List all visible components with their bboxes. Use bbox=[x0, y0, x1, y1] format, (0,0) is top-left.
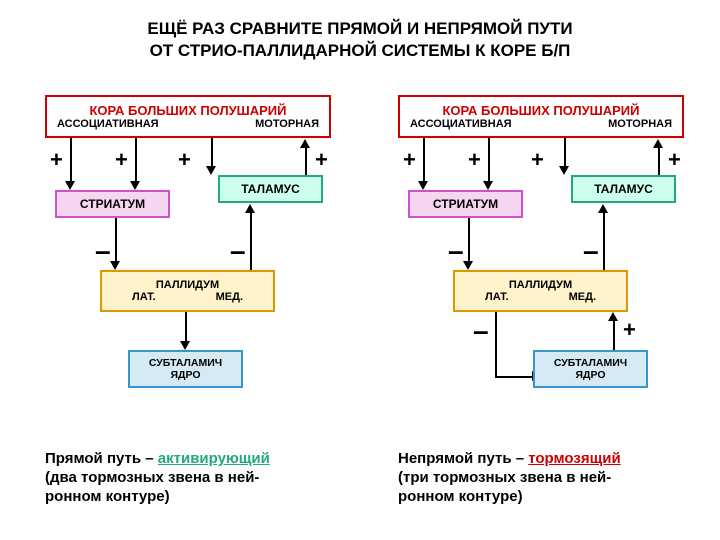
arrow-cortex-thalamus-down bbox=[211, 138, 213, 167]
box-subthalamic: СУБТАЛАМИЧ ЯДРО bbox=[128, 350, 243, 388]
cortex-motor: МОТОРНАЯ bbox=[608, 118, 672, 130]
subthal-line1: СУБТАЛАМИЧ bbox=[535, 357, 646, 369]
cortex-row: АССОЦИАТИВНАЯ МОТОРНАЯ bbox=[400, 118, 682, 133]
caption-left-post2: ронном контуре) bbox=[45, 488, 170, 505]
arrow-striatum-pallidum bbox=[115, 218, 117, 262]
cortex-assoc: АССОЦИАТИВНАЯ bbox=[57, 118, 159, 130]
cortex-assoc: АССОЦИАТИВНАЯ bbox=[410, 118, 512, 130]
caption-left-post1: (два тормозных звена в ней- bbox=[45, 469, 259, 486]
arrowhead bbox=[463, 261, 473, 270]
arrow-cortex-striatum-1 bbox=[423, 138, 425, 182]
title-line1: ЕЩЁ РАЗ СРАВНИТЕ ПРЯМОЙ И НЕПРЯМОЙ ПУТИ bbox=[0, 18, 720, 40]
pallidum-title: ПАЛЛИДУМ bbox=[102, 277, 273, 291]
caption-indirect: Непрямой путь – тормозящий (три тормозны… bbox=[398, 450, 708, 506]
caption-left-pre: Прямой путь – bbox=[45, 450, 158, 467]
caption-direct: Прямой путь – активирующий (два тормозны… bbox=[45, 450, 355, 506]
caption-right-post2: ронном контуре) bbox=[398, 488, 523, 505]
arrowhead bbox=[418, 181, 428, 190]
arrow-pallidum-thalamus bbox=[250, 212, 252, 270]
sign-plus: + bbox=[403, 147, 416, 173]
box-thalamus: ТАЛАМУС bbox=[218, 175, 323, 203]
sign-plus: + bbox=[623, 317, 636, 343]
arrow-striatum-pallidum bbox=[468, 218, 470, 262]
sign-plus: + bbox=[178, 147, 191, 173]
arrowhead bbox=[483, 181, 493, 190]
box-cortex: КОРА БОЛЬШИХ ПОЛУШАРИЙ АССОЦИАТИВНАЯ МОТ… bbox=[398, 95, 684, 138]
arrowhead bbox=[110, 261, 120, 270]
arrow-thalamus-cortex-up bbox=[658, 147, 660, 176]
arrow-pallidum-thalamus bbox=[603, 212, 605, 270]
box-thalamus: ТАЛАМУС bbox=[571, 175, 676, 203]
caption-right-pre: Непрямой путь – bbox=[398, 450, 528, 467]
arrow-cortex-striatum-2 bbox=[488, 138, 490, 182]
sign-plus: + bbox=[50, 147, 63, 173]
box-pallidum: ПАЛЛИДУМ ЛАТ. МЕД. bbox=[100, 270, 275, 312]
caption-left-hl: активирующий bbox=[158, 450, 270, 467]
diagram-title: ЕЩЁ РАЗ СРАВНИТЕ ПРЯМОЙ И НЕПРЯМОЙ ПУТИ … bbox=[0, 18, 720, 62]
cortex-motor: МОТОРНАЯ bbox=[255, 118, 319, 130]
pallidum-row: ЛАТ. МЕД. bbox=[455, 291, 626, 305]
box-striatum: СТРИАТУМ bbox=[55, 190, 170, 218]
box-cortex: КОРА БОЛЬШИХ ПОЛУШАРИЙ АССОЦИАТИВНАЯ МОТ… bbox=[45, 95, 331, 138]
arrowhead bbox=[608, 312, 618, 321]
subthal-line2: ЯДРО bbox=[130, 369, 241, 381]
arrowhead bbox=[130, 181, 140, 190]
sign-plus: + bbox=[315, 147, 328, 173]
arrow-pallidum-subthal-down bbox=[495, 312, 497, 378]
arrowhead bbox=[653, 139, 663, 148]
pallidum-med: МЕД. bbox=[216, 291, 243, 303]
sign-plus: + bbox=[531, 147, 544, 173]
arrow-cortex-thalamus-down bbox=[564, 138, 566, 167]
arrowhead bbox=[245, 204, 255, 213]
pallidum-row: ЛАТ. МЕД. bbox=[102, 291, 273, 305]
arrow-pallidum-subthal bbox=[185, 312, 187, 342]
cortex-title: КОРА БОЛЬШИХ ПОЛУШАРИЙ bbox=[47, 100, 329, 118]
sign-minus: – bbox=[230, 235, 246, 267]
arrowhead bbox=[598, 204, 608, 213]
sign-minus: – bbox=[583, 235, 599, 267]
title-line2: ОТ СТРИО-ПАЛЛИДАРНОЙ СИСТЕМЫ К КОРЕ Б/П bbox=[0, 40, 720, 62]
arrowhead bbox=[300, 139, 310, 148]
pallidum-title: ПАЛЛИДУМ bbox=[455, 277, 626, 291]
arrow-cortex-striatum-1 bbox=[70, 138, 72, 182]
box-striatum: СТРИАТУМ bbox=[408, 190, 523, 218]
subthal-line2: ЯДРО bbox=[535, 369, 646, 381]
arrow-pallidum-subthal-h bbox=[495, 376, 535, 378]
arrow-cortex-striatum-2 bbox=[135, 138, 137, 182]
sign-plus: + bbox=[115, 147, 128, 173]
subthal-line1: СУБТАЛАМИЧ bbox=[130, 357, 241, 369]
arrowhead bbox=[559, 166, 569, 175]
sign-minus: – bbox=[95, 235, 111, 267]
box-pallidum: ПАЛЛИДУМ ЛАТ. МЕД. bbox=[453, 270, 628, 312]
box-subthalamic: СУБТАЛАМИЧ ЯДРО bbox=[533, 350, 648, 388]
arrowhead bbox=[65, 181, 75, 190]
arrowhead bbox=[180, 341, 190, 350]
cortex-row: АССОЦИАТИВНАЯ МОТОРНАЯ bbox=[47, 118, 329, 133]
pallidum-lat: ЛАТ. bbox=[485, 291, 509, 303]
caption-right-hl: тормозящий bbox=[528, 450, 620, 467]
sign-plus: + bbox=[468, 147, 481, 173]
arrow-subthal-pallidum-up bbox=[613, 320, 615, 350]
arrowhead bbox=[206, 166, 216, 175]
caption-right-post1: (три тормозных звена в ней- bbox=[398, 469, 611, 486]
sign-plus: + bbox=[668, 147, 681, 173]
sign-minus: – bbox=[473, 315, 489, 347]
pallidum-lat: ЛАТ. bbox=[132, 291, 156, 303]
cortex-title: КОРА БОЛЬШИХ ПОЛУШАРИЙ bbox=[400, 100, 682, 118]
pallidum-med: МЕД. bbox=[569, 291, 596, 303]
sign-minus: – bbox=[448, 235, 464, 267]
arrow-thalamus-cortex-up bbox=[305, 147, 307, 176]
